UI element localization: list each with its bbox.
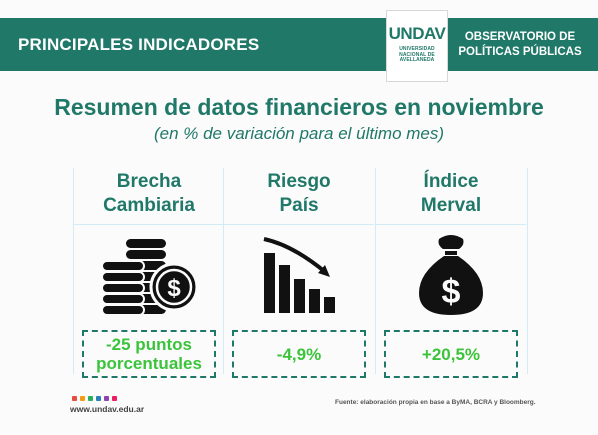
page-subtitle: (en % de variación para el último mes)	[153, 124, 445, 143]
logo-wordmark: UNDAV	[388, 24, 446, 43]
indicator-value: -25 puntos porcentuales	[82, 330, 216, 378]
org-name: OBSERVATORIO DE POLÍTICAS PÚBLICAS	[450, 18, 590, 71]
logo-subtext: UNIVERSIDAD NACIONAL DE AVELLANEDA	[399, 46, 435, 64]
indicator-label-line-2: Merval	[420, 195, 482, 216]
logo-line-1: UNIVERSIDAD	[399, 46, 435, 52]
indicator-brecha-cambiaria: Brecha Cambiaria	[74, 170, 224, 378]
org-name-line-2: POLÍTICAS PÚBLICAS	[458, 45, 582, 58]
footer-color-dots	[72, 396, 117, 401]
money-bag-icon: $	[376, 232, 526, 317]
indicator-label-line-2: Cambiaria	[103, 195, 195, 216]
logo-line-2: NACIONAL DE	[399, 51, 435, 58]
column-divider	[224, 224, 374, 225]
column-separator	[73, 168, 74, 374]
color-dot	[88, 396, 93, 401]
indicator-value: -4,9%	[232, 330, 366, 378]
column-separator	[375, 168, 376, 374]
color-dot	[112, 396, 117, 401]
declining-bar-chart-icon	[224, 232, 374, 317]
indicator-value: +20,5%	[384, 330, 518, 378]
section-title: PRINCIPALES INDICADORES	[18, 34, 260, 54]
footer-url[interactable]: www.undav.edu.ar	[70, 404, 145, 414]
indicator-label-line-1: Índice	[423, 171, 479, 192]
color-dot	[80, 396, 85, 401]
indicator-label-line-1: Brecha	[116, 171, 182, 192]
undav-logo: UNDAV UNIVERSIDAD NACIONAL DE AVELLANEDA	[386, 10, 448, 82]
color-dot	[72, 396, 77, 401]
header-bar	[0, 18, 598, 71]
indicator-riesgo-pais: Riesgo País -4,9%	[224, 170, 374, 378]
indicator-indice-merval: Índice Merval $ +20,5%	[376, 170, 526, 378]
coins-dollar-icon: $	[74, 232, 224, 317]
indicator-label: Brecha Cambiaria	[74, 170, 224, 222]
column-divider	[376, 224, 526, 225]
indicator-label-line-1: Riesgo	[267, 171, 331, 192]
column-divider	[74, 224, 224, 225]
indicator-label-line-2: País	[279, 195, 319, 216]
column-separator	[223, 168, 224, 374]
org-name-line-1: OBSERVATORIO DE	[464, 30, 576, 43]
page-title: Resumen de datos financieros en noviembr…	[54, 94, 544, 120]
source-note: Fuente: elaboración propia en base a ByM…	[335, 399, 536, 406]
indicator-label: Riesgo País	[224, 170, 374, 222]
svg-text:$: $	[167, 275, 181, 302]
color-dot	[104, 396, 109, 401]
color-dot	[96, 396, 101, 401]
column-separator	[527, 168, 528, 374]
logo-line-3: AVELLANEDA	[399, 57, 435, 63]
indicator-label: Índice Merval	[376, 170, 526, 222]
svg-text:$: $	[442, 273, 461, 311]
